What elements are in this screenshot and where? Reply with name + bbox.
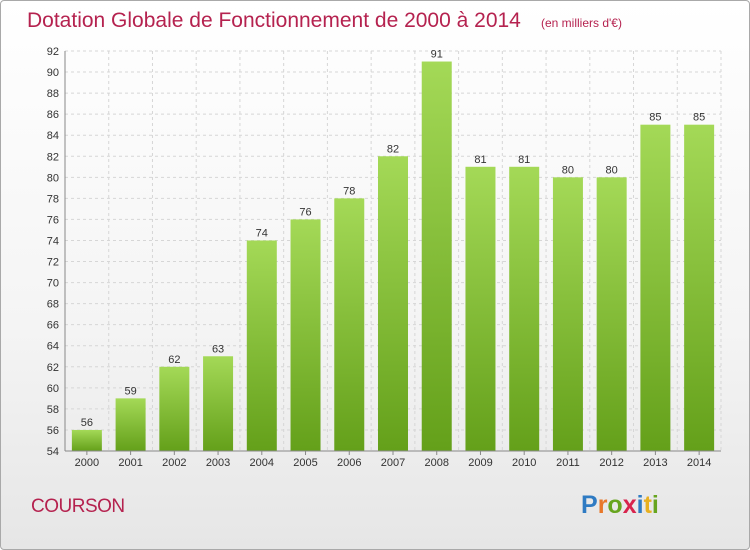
y-tick-label: 70 [47,278,59,290]
bar-value-label: 80 [606,164,618,176]
bar[interactable] [246,240,277,451]
y-tick-label: 86 [47,109,59,121]
bar[interactable] [596,177,627,451]
y-tick-label: 72 [47,257,59,269]
x-tick-label: 2002 [162,457,186,469]
bar[interactable] [159,366,190,451]
bar-value-label: 63 [212,343,224,355]
bar-value-label: 56 [81,417,93,429]
y-tick-label: 84 [47,130,59,142]
x-tick-label: 2000 [75,457,99,469]
bar[interactable] [378,156,408,451]
bar[interactable] [334,198,365,451]
bar[interactable] [421,61,452,452]
y-tick-label: 54 [47,446,59,458]
bar-value-label: 91 [431,49,443,61]
bar[interactable] [290,219,321,451]
y-tick-label: 58 [47,404,59,416]
bar[interactable] [552,177,583,451]
x-tick-label: 2007 [381,457,405,469]
bar-value-label: 74 [256,227,268,239]
y-tick-label: 56 [47,425,59,437]
x-tick-label: 2004 [250,457,274,469]
chart-title: Dotation Globale de Fonctionnement de 20… [27,9,521,32]
bar[interactable] [71,429,102,451]
bar[interactable] [684,124,715,452]
place-name: COURSON [31,496,125,517]
x-tick-label: 2003 [206,457,230,469]
bar-value-label: 81 [474,154,486,166]
y-tick-label: 82 [47,151,59,163]
y-tick-label: 80 [47,172,59,184]
bar-value-label: 62 [168,354,180,366]
bar-value-label: 59 [124,385,136,397]
bar[interactable] [509,166,540,451]
y-tick-label: 66 [47,320,59,332]
y-tick-label: 78 [47,193,59,205]
bar-value-label: 76 [299,206,311,218]
x-tick-label: 2012 [599,457,623,469]
bar[interactable] [465,166,496,451]
bar[interactable] [115,398,146,451]
x-tick-label: 2013 [643,457,667,469]
x-tick-label: 2005 [293,457,317,469]
proxiti-logo[interactable]: Proxiti [581,491,659,519]
y-tick-label: 74 [47,235,59,247]
bar-value-label: 85 [693,112,705,124]
y-tick-label: 60 [47,383,59,395]
y-tick-label: 92 [47,46,59,58]
y-tick-label: 88 [47,88,59,100]
x-tick-label: 2006 [337,457,361,469]
bar[interactable] [203,356,234,451]
x-tick-label: 2001 [118,457,142,469]
bar[interactable] [640,124,671,452]
x-tick-label: 2009 [468,457,492,469]
y-tick-label: 68 [47,299,59,311]
bar-value-label: 80 [562,164,574,176]
bar-value-label: 78 [343,185,355,197]
y-tick-label: 62 [47,362,59,374]
bar-value-label: 82 [387,143,399,155]
chart-subtitle: (en milliers d'€) [541,16,622,30]
bar-value-label: 85 [649,112,661,124]
x-tick-label: 2014 [687,457,711,469]
x-tick-label: 2008 [424,457,448,469]
x-tick-label: 2010 [512,457,536,469]
x-tick-label: 2011 [556,457,580,469]
y-tick-label: 90 [47,67,59,79]
y-tick-label: 64 [47,341,59,353]
bar-value-label: 81 [518,154,530,166]
y-tick-label: 76 [47,214,59,226]
